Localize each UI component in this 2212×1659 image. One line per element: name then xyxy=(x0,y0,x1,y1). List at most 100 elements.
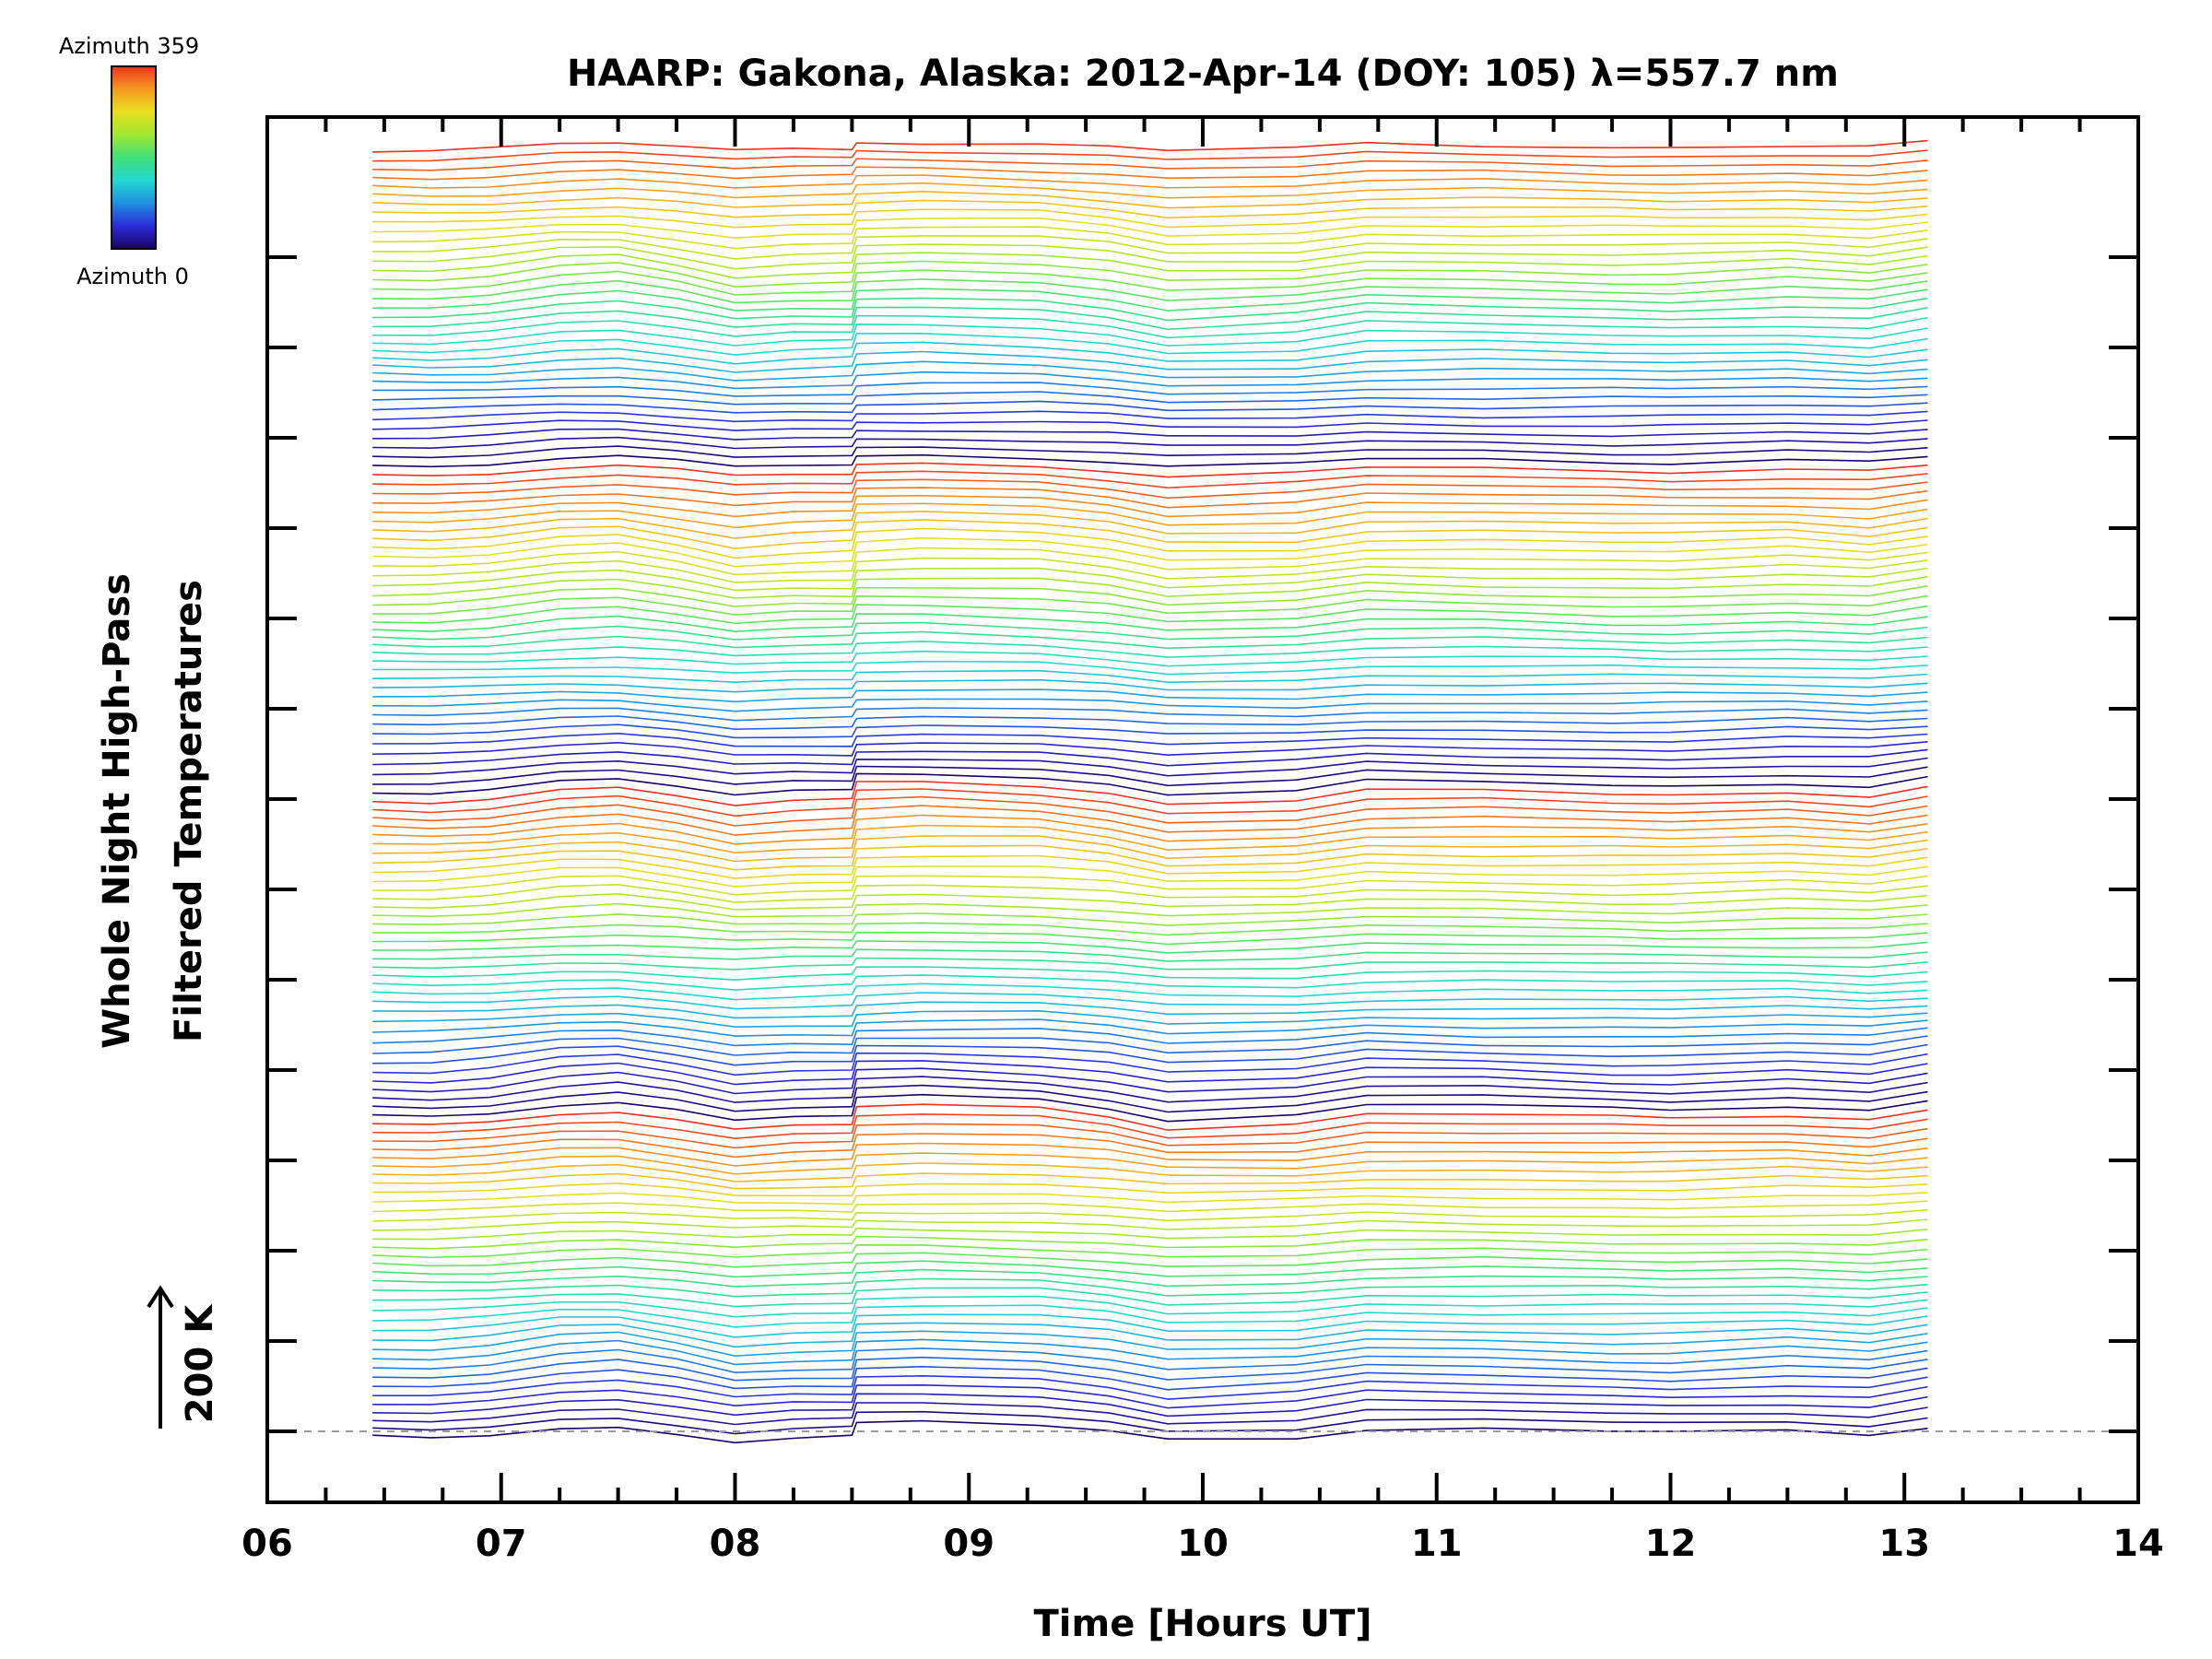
series-line xyxy=(372,1384,1928,1409)
series-line xyxy=(372,865,1928,888)
series-line xyxy=(372,1365,1928,1391)
series-line xyxy=(372,957,1928,971)
series-line xyxy=(372,278,1928,304)
series-line xyxy=(372,1172,1928,1190)
series-line xyxy=(372,788,1928,818)
series-line xyxy=(372,511,1928,539)
series-line xyxy=(372,332,1928,356)
series-line xyxy=(372,1277,1928,1298)
y-axis-label-line1: Whole Night High-Pass xyxy=(96,573,138,1049)
x-tick-label: 08 xyxy=(710,1523,761,1565)
series-line xyxy=(372,269,1928,296)
series-line xyxy=(372,288,1928,312)
series-line xyxy=(372,1084,1928,1113)
series-line xyxy=(372,341,1928,365)
scale-label: 200 K xyxy=(179,1303,221,1423)
series-line xyxy=(372,502,1928,529)
series-line xyxy=(372,1410,1928,1435)
series-line xyxy=(372,478,1928,500)
scale-arrow xyxy=(147,1285,174,1429)
x-tick-label: 06 xyxy=(241,1523,293,1565)
chart-title: HAARP: Gakona, Alaska: 2012-Apr-14 (DOY:… xyxy=(567,53,1839,95)
series-line xyxy=(372,1001,1928,1019)
series-line xyxy=(372,1338,1928,1366)
series-line xyxy=(372,1103,1928,1131)
series-line xyxy=(372,494,1928,518)
series-line xyxy=(372,1027,1928,1047)
series-line xyxy=(372,641,1928,658)
series-line xyxy=(372,966,1928,982)
series-line xyxy=(372,1200,1928,1213)
series-line xyxy=(372,1162,1928,1182)
series-line xyxy=(372,470,1928,489)
series-line xyxy=(372,324,1928,347)
series-line xyxy=(372,765,1928,787)
series-line xyxy=(372,1009,1928,1029)
series-line xyxy=(372,1060,1928,1086)
series-line xyxy=(372,527,1928,559)
series-line xyxy=(372,974,1928,991)
series-line xyxy=(372,902,1928,918)
series-line xyxy=(372,1152,1928,1175)
series-line xyxy=(372,854,1928,879)
series-line xyxy=(372,1260,1928,1278)
series-line xyxy=(372,1304,1928,1328)
series-line xyxy=(372,772,1928,796)
series-line xyxy=(372,715,1928,731)
series-line xyxy=(372,805,1928,836)
series-line xyxy=(372,732,1928,747)
series-line xyxy=(372,824,1928,854)
series-line xyxy=(372,698,1928,712)
series-line xyxy=(372,182,1928,199)
series-line xyxy=(372,391,1928,406)
series-line xyxy=(372,158,1928,171)
series-line xyxy=(372,1295,1928,1318)
series-line xyxy=(372,260,1928,288)
series-line xyxy=(372,1192,1928,1206)
series-line xyxy=(372,1112,1928,1140)
series-line xyxy=(372,226,1928,250)
series-line xyxy=(372,1268,1928,1288)
series-line xyxy=(372,922,1928,936)
x-tick-label: 09 xyxy=(943,1523,994,1565)
series-line xyxy=(372,190,1928,209)
series-line xyxy=(372,410,1928,423)
series-line xyxy=(372,940,1928,954)
series-line xyxy=(372,419,1928,431)
series-line xyxy=(372,650,1928,667)
series-line xyxy=(372,707,1928,722)
series-line xyxy=(372,445,1928,459)
series-line xyxy=(372,306,1928,331)
series-line xyxy=(372,1035,1928,1056)
series-line xyxy=(372,669,1928,684)
series-line xyxy=(372,604,1928,625)
series-line xyxy=(372,660,1928,676)
series-line xyxy=(372,149,1928,162)
series-line xyxy=(372,567,1928,592)
x-tick-label: 07 xyxy=(476,1523,527,1565)
series-line xyxy=(372,1067,1928,1095)
series-line xyxy=(372,217,1928,240)
series-line xyxy=(372,400,1928,414)
colorbar xyxy=(111,65,157,250)
series-line xyxy=(372,174,1928,189)
series-line xyxy=(372,1052,1928,1077)
series-line xyxy=(372,724,1928,739)
series-line xyxy=(372,741,1928,757)
series-line xyxy=(372,1235,1928,1250)
series-line xyxy=(372,931,1928,946)
series-line xyxy=(372,462,1928,478)
series-line xyxy=(372,883,1928,903)
series-line xyxy=(372,1356,1928,1382)
series-line xyxy=(372,982,1928,1001)
series-line xyxy=(372,1142,1928,1167)
series-line xyxy=(372,1402,1928,1426)
series-line xyxy=(372,1347,1928,1374)
colorbar-bottom-label: Azimuth 0 xyxy=(76,264,189,289)
series-line xyxy=(372,1227,1928,1241)
series-line xyxy=(372,1393,1928,1418)
series-line xyxy=(372,1182,1928,1197)
series-line xyxy=(372,594,1928,616)
series-line xyxy=(372,1208,1928,1222)
series-line xyxy=(372,252,1928,279)
